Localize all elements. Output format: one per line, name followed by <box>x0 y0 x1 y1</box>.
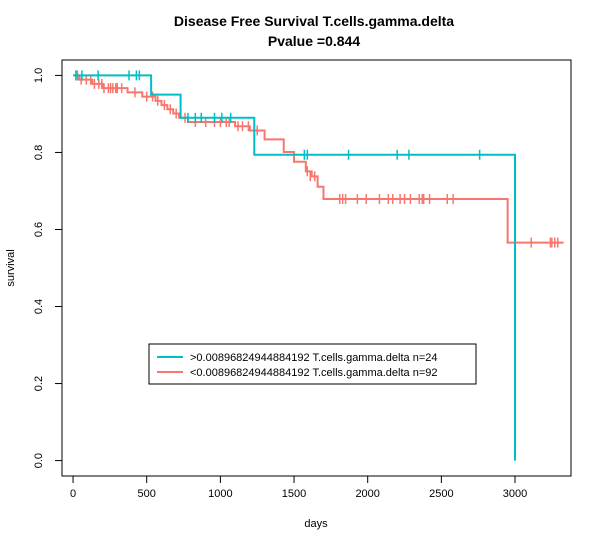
x-tick-label: 2000 <box>355 488 379 500</box>
y-axis: 0.0 0.2 0.4 0.6 0.8 1.0 <box>33 68 63 468</box>
y-tick-label: 1.0 <box>33 68 45 83</box>
chart-subtitle: Pvalue =0.844 <box>268 33 360 49</box>
y-tick-label: 0.2 <box>33 376 45 391</box>
x-axis: 0 500 1000 1500 2000 2500 3000 <box>70 475 527 500</box>
legend-label-high: >0.00896824944884192 T.cells.gamma.delta… <box>190 352 438 364</box>
legend-label-low: <0.00896824944884192 T.cells.gamma.delta… <box>190 367 438 379</box>
legend: >0.00896824944884192 T.cells.gamma.delta… <box>148 343 477 385</box>
y-tick-label: 0.8 <box>33 145 45 160</box>
x-tick-label: 0 <box>70 488 76 500</box>
chart-title: Disease Free Survival T.cells.gamma.delt… <box>174 13 454 29</box>
series-0 <box>73 70 517 461</box>
x-tick-label: 2500 <box>429 488 453 500</box>
y-tick-label: 0.4 <box>33 299 45 314</box>
legend-box <box>148 343 477 385</box>
y-axis-label: survival <box>5 249 17 286</box>
plot-frame <box>61 59 572 477</box>
x-tick-label: 1000 <box>208 488 232 500</box>
y-tick-label: 0.6 <box>33 222 45 237</box>
x-tick-label: 1500 <box>282 488 306 500</box>
series-1 <box>73 70 564 248</box>
y-tick-label: 0.0 <box>33 453 45 468</box>
x-tick-label: 3000 <box>503 488 527 500</box>
series-layer <box>73 70 564 461</box>
survival-curve <box>73 74 517 461</box>
x-tick-label: 500 <box>138 488 156 500</box>
x-axis-label: days <box>304 518 328 530</box>
